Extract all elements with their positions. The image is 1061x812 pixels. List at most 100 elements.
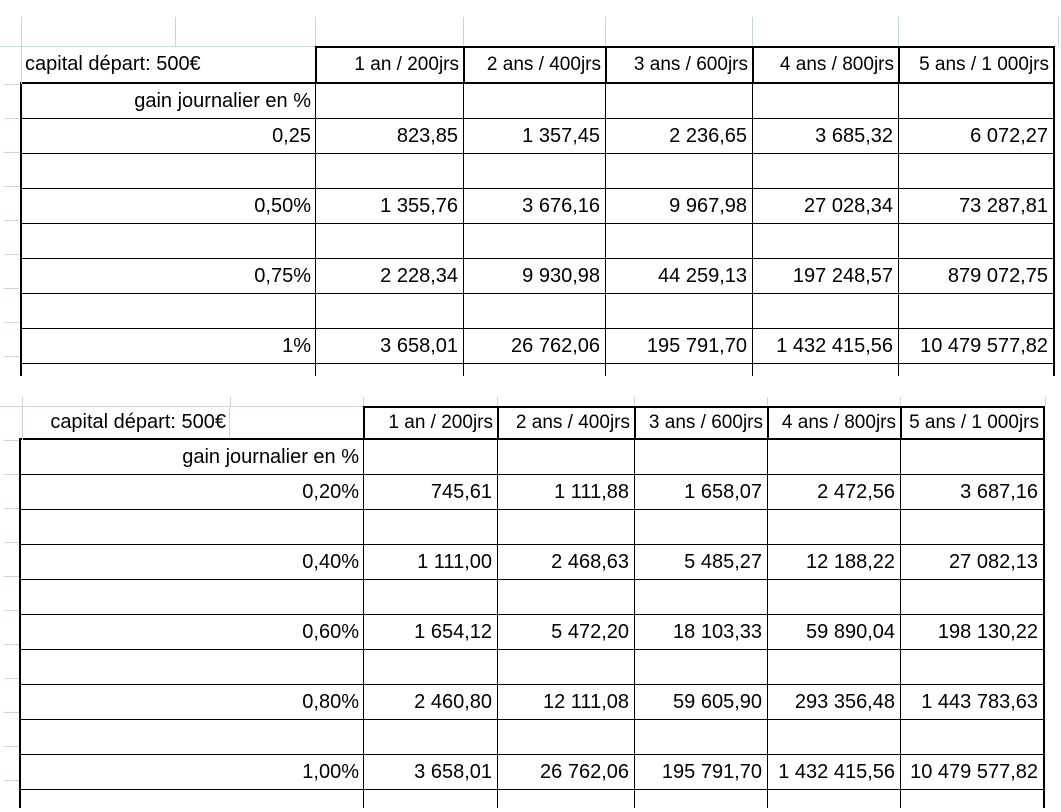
value-cell[interactable]: 3 676,16: [463, 189, 605, 223]
value-cell[interactable]: 198 130,22: [900, 615, 1045, 649]
value-cell[interactable]: 10 479 577,82: [900, 755, 1045, 789]
empty-cell[interactable]: [752, 364, 898, 376]
empty-cell[interactable]: [634, 790, 767, 808]
value-cell[interactable]: 1 111,88: [497, 475, 634, 509]
empty-cell[interactable]: [497, 440, 634, 474]
empty-cell[interactable]: [315, 84, 463, 118]
column-header-cell[interactable]: 2 ans / 400jrs: [463, 46, 605, 84]
empty-cell[interactable]: [363, 510, 497, 544]
empty-cell[interactable]: [605, 224, 752, 258]
row-label-cell[interactable]: gain journalier en %: [19, 440, 363, 474]
value-cell[interactable]: 879 072,75: [898, 259, 1055, 293]
value-cell[interactable]: 18 103,33: [634, 615, 767, 649]
row-label-cell[interactable]: 0,80%: [19, 685, 363, 719]
empty-cell[interactable]: [767, 790, 900, 808]
empty-cell[interactable]: [315, 294, 463, 328]
empty-cell[interactable]: [463, 294, 605, 328]
value-cell[interactable]: 1 654,12: [363, 615, 497, 649]
empty-cell[interactable]: [752, 294, 898, 328]
value-cell[interactable]: 823,85: [315, 119, 463, 153]
empty-cell[interactable]: [900, 510, 1045, 544]
empty-label-cell[interactable]: [20, 154, 315, 188]
value-cell[interactable]: 3 658,01: [363, 755, 497, 789]
value-cell[interactable]: 195 791,70: [634, 755, 767, 789]
column-header-cell[interactable]: 3 ans / 600jrs: [605, 46, 752, 84]
empty-cell[interactable]: [497, 580, 634, 614]
empty-cell[interactable]: [634, 650, 767, 684]
empty-cell[interactable]: [900, 650, 1045, 684]
column-header-cell[interactable]: 3 ans / 600jrs: [634, 406, 767, 440]
value-cell[interactable]: 59 605,90: [634, 685, 767, 719]
value-cell[interactable]: 1 432 415,56: [767, 755, 900, 789]
column-header-cell[interactable]: 4 ans / 800jrs: [752, 46, 898, 84]
empty-cell[interactable]: [767, 510, 900, 544]
empty-cell[interactable]: [752, 154, 898, 188]
value-cell[interactable]: 3 658,01: [315, 329, 463, 363]
row-label-cell[interactable]: 0,60%: [19, 615, 363, 649]
row-label-cell[interactable]: 0,25: [20, 119, 315, 153]
empty-cell[interactable]: [900, 790, 1045, 808]
row-label-cell[interactable]: 0,40%: [19, 545, 363, 579]
empty-cell[interactable]: [900, 580, 1045, 614]
empty-cell[interactable]: [363, 790, 497, 808]
empty-label-cell[interactable]: [19, 650, 363, 684]
empty-cell[interactable]: [605, 84, 752, 118]
value-cell[interactable]: 5 472,20: [497, 615, 634, 649]
empty-cell[interactable]: [767, 580, 900, 614]
value-cell[interactable]: 3 685,32: [752, 119, 898, 153]
column-header-cell[interactable]: 5 ans / 1 000jrs: [898, 46, 1055, 84]
row-label-cell[interactable]: 0,75%: [20, 259, 315, 293]
value-cell[interactable]: 197 248,57: [752, 259, 898, 293]
empty-cell[interactable]: [898, 154, 1055, 188]
value-cell[interactable]: 9 967,98: [605, 189, 752, 223]
empty-label-cell[interactable]: [20, 224, 315, 258]
empty-label-cell[interactable]: [19, 580, 363, 614]
empty-cell[interactable]: [898, 84, 1055, 118]
empty-cell[interactable]: [605, 364, 752, 376]
empty-label-cell[interactable]: [20, 294, 315, 328]
value-cell[interactable]: 2 236,65: [605, 119, 752, 153]
empty-label-cell[interactable]: [20, 364, 315, 376]
empty-cell[interactable]: [315, 224, 463, 258]
value-cell[interactable]: 1 111,00: [363, 545, 497, 579]
empty-label-cell[interactable]: [19, 790, 363, 808]
empty-cell[interactable]: [605, 294, 752, 328]
empty-cell[interactable]: [463, 154, 605, 188]
empty-cell[interactable]: [634, 510, 767, 544]
empty-cell[interactable]: [363, 720, 497, 754]
empty-cell[interactable]: [497, 720, 634, 754]
empty-cell[interactable]: [767, 650, 900, 684]
empty-label-cell[interactable]: [19, 510, 363, 544]
value-cell[interactable]: 1 432 415,56: [752, 329, 898, 363]
empty-cell[interactable]: [898, 224, 1055, 258]
value-cell[interactable]: 10 479 577,82: [898, 329, 1055, 363]
column-header-cell[interactable]: 2 ans / 400jrs: [497, 406, 634, 440]
value-cell[interactable]: 1 355,76: [315, 189, 463, 223]
value-cell[interactable]: 9 930,98: [463, 259, 605, 293]
value-cell[interactable]: 12 188,22: [767, 545, 900, 579]
empty-cell[interactable]: [315, 154, 463, 188]
row-label-cell[interactable]: 1,00%: [19, 755, 363, 789]
empty-cell[interactable]: [752, 224, 898, 258]
empty-cell[interactable]: [898, 294, 1055, 328]
value-cell[interactable]: 26 762,06: [497, 755, 634, 789]
empty-cell[interactable]: [363, 650, 497, 684]
value-cell[interactable]: 2 228,34: [315, 259, 463, 293]
row-label-cell[interactable]: 1%: [20, 329, 315, 363]
value-cell[interactable]: 12 111,08: [497, 685, 634, 719]
empty-cell[interactable]: [463, 364, 605, 376]
table-title-cell[interactable]: capital départ: 500€: [20, 46, 315, 84]
empty-cell[interactable]: [634, 440, 767, 474]
empty-cell[interactable]: [363, 440, 497, 474]
row-label-cell[interactable]: 0,50%: [20, 189, 315, 223]
empty-cell[interactable]: [463, 224, 605, 258]
empty-cell[interactable]: [898, 364, 1055, 376]
empty-cell[interactable]: [497, 790, 634, 808]
value-cell[interactable]: 2 468,63: [497, 545, 634, 579]
empty-cell[interactable]: [752, 84, 898, 118]
empty-cell[interactable]: [767, 440, 900, 474]
empty-cell[interactable]: [767, 720, 900, 754]
empty-cell[interactable]: [363, 580, 497, 614]
value-cell[interactable]: 195 791,70: [605, 329, 752, 363]
value-cell[interactable]: 1 443 783,63: [900, 685, 1045, 719]
